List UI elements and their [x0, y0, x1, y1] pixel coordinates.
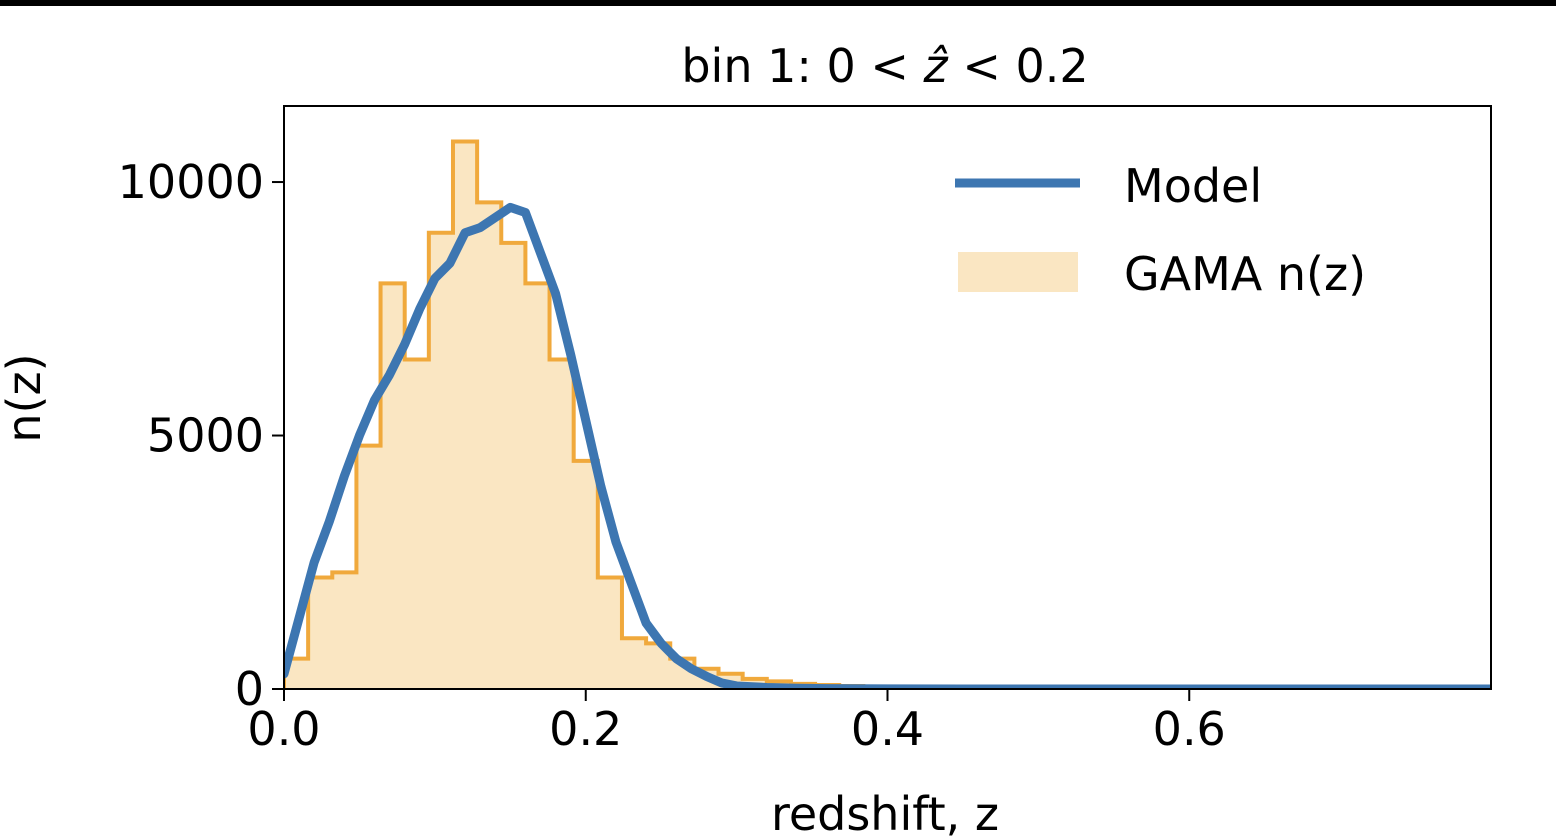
histogram-fill: [284, 141, 1033, 689]
histogram-bar: [356, 445, 382, 689]
legend: Model GAMA n(z): [955, 159, 1366, 301]
histogram-bar: [428, 232, 454, 689]
x-axis-ticks: 0.0 0.2 0.4 0.6: [247, 689, 1226, 756]
histogram-bar: [573, 460, 599, 689]
y-tick-label: 5000: [147, 409, 264, 463]
x-axis-label: redshift, z: [771, 787, 999, 838]
x-tick-label: 0.2: [549, 702, 622, 756]
x-tick-label: 0.0: [247, 702, 320, 756]
x-tick-label: 0.4: [851, 702, 924, 756]
histogram-bar: [501, 242, 526, 689]
y-tick-label: 10000: [118, 155, 264, 209]
chart-title-suffix: < 0.2: [948, 39, 1089, 93]
top-border: [0, 0, 1556, 6]
histogram-bar: [308, 577, 333, 689]
legend-gama-swatch: [958, 252, 1078, 292]
histogram-bar: [549, 359, 575, 689]
y-axis-ticks: 0 5000 10000: [118, 155, 284, 716]
chart-title: bin 1: 0 < ẑ < 0.2: [681, 39, 1088, 93]
x-tick-label: 0.6: [1153, 702, 1226, 756]
histogram-bar: [525, 283, 551, 689]
histogram-outline: [284, 139, 1491, 689]
histogram-bar: [332, 572, 357, 689]
histogram-bar: [477, 202, 502, 689]
histogram-bar: [621, 638, 647, 689]
histogram-bar: [597, 577, 623, 689]
histogram-step-outline: [284, 139, 1491, 689]
chart-title-prefix: bin 1: 0 <: [681, 39, 923, 93]
histogram-bar: [404, 359, 430, 689]
chart-title-variable: ẑ: [923, 39, 949, 93]
legend-model-label: Model: [1124, 159, 1262, 213]
y-axis-label: n(z): [0, 353, 51, 442]
y-tick-label: 0: [235, 662, 264, 716]
legend-gama-label: GAMA n(z): [1124, 247, 1366, 301]
histogram-bar: [452, 141, 478, 689]
